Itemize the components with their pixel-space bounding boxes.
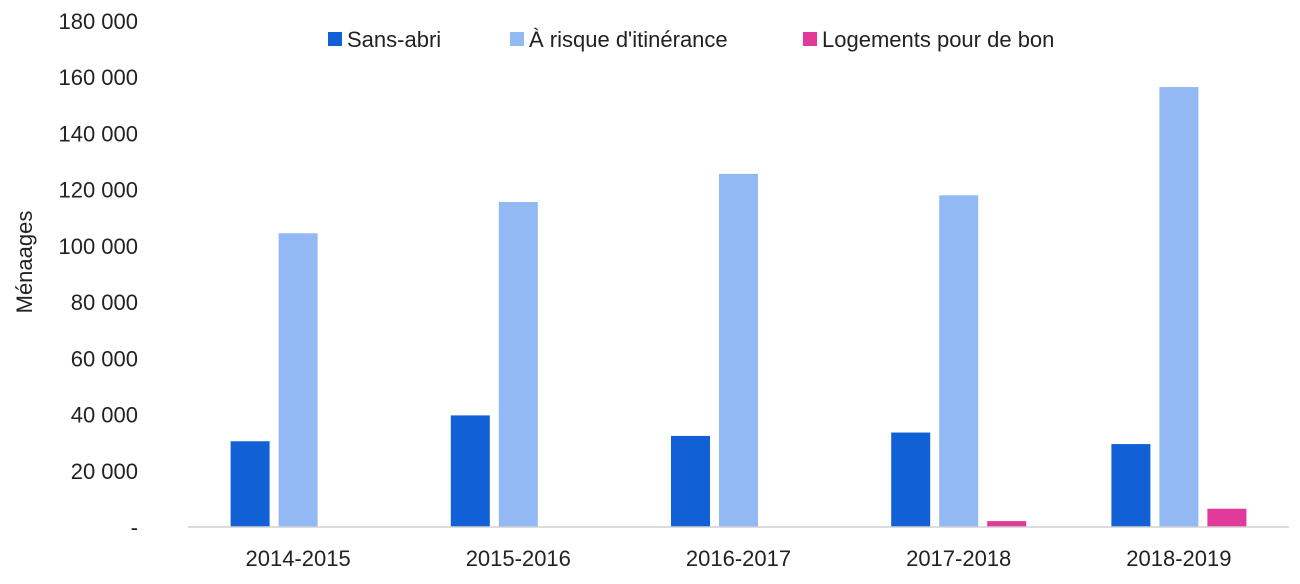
bar-risque-d-itin-rance — [719, 173, 758, 527]
y-tick-label: 100 000 — [58, 234, 138, 259]
x-tick-label: 2014-2015 — [245, 546, 350, 571]
chart-legend: Sans-abri À risque d'itinérance Logements … — [328, 27, 1054, 52]
y-tick-label: 20 000 — [71, 459, 138, 484]
y-axis-ticks: - 20 000 40 000 60 000 80 000 100 000 120 000 1… — [58, 9, 138, 540]
legend-item: À risque d'itinérance — [510, 27, 728, 52]
legend-label: Sans-abri — [347, 27, 441, 52]
x-tick-label: 2017-2018 — [906, 546, 1011, 571]
y-tick-label: 120 000 — [58, 178, 138, 203]
bar-risque-d-itin-rance — [939, 195, 979, 528]
y-tick-label: 180 000 — [58, 9, 138, 34]
legend-swatch — [803, 32, 817, 46]
legend-label: À risque d'itinérance — [529, 27, 728, 52]
y-tick-label: 40 000 — [71, 403, 138, 428]
legend-swatch — [328, 32, 342, 46]
bar-sans-abri — [230, 441, 270, 527]
bar-risque-d-itin-rance — [278, 233, 318, 527]
x-axis-ticks: 2014-2015 2015-2016 2016-2017 2017-2018 2018… — [245, 546, 1231, 571]
x-tick-label: 2015-2016 — [466, 546, 571, 571]
bar-sans-abri — [450, 415, 490, 527]
y-tick-label: 140 000 — [58, 121, 138, 146]
bar-sans-abri — [891, 432, 931, 527]
y-axis-title: Ménaages — [12, 211, 37, 314]
bar-logements-pour-de-bon — [1207, 508, 1247, 527]
legend-item: Logements pour de bon — [803, 27, 1054, 52]
bar-sans-abri — [671, 435, 710, 527]
y-tick-label: - — [131, 515, 138, 540]
bar-risque-d-itin-rance — [498, 202, 538, 527]
bar-sans-abri — [1111, 444, 1151, 527]
y-tick-label: 160 000 — [58, 65, 138, 90]
bars-group — [230, 87, 1247, 528]
legend-item: Sans-abri — [328, 27, 441, 52]
legend-label: Logements pour de bon — [822, 27, 1054, 52]
y-tick-label: 60 000 — [71, 346, 138, 371]
y-tick-label: 80 000 — [71, 290, 138, 315]
x-tick-label: 2016-2017 — [686, 546, 791, 571]
bar-logements-pour-de-bon — [987, 521, 1027, 527]
bar-risque-d-itin-rance — [1159, 87, 1199, 528]
x-tick-label: 2018-2019 — [1126, 546, 1231, 571]
legend-swatch — [510, 32, 524, 46]
